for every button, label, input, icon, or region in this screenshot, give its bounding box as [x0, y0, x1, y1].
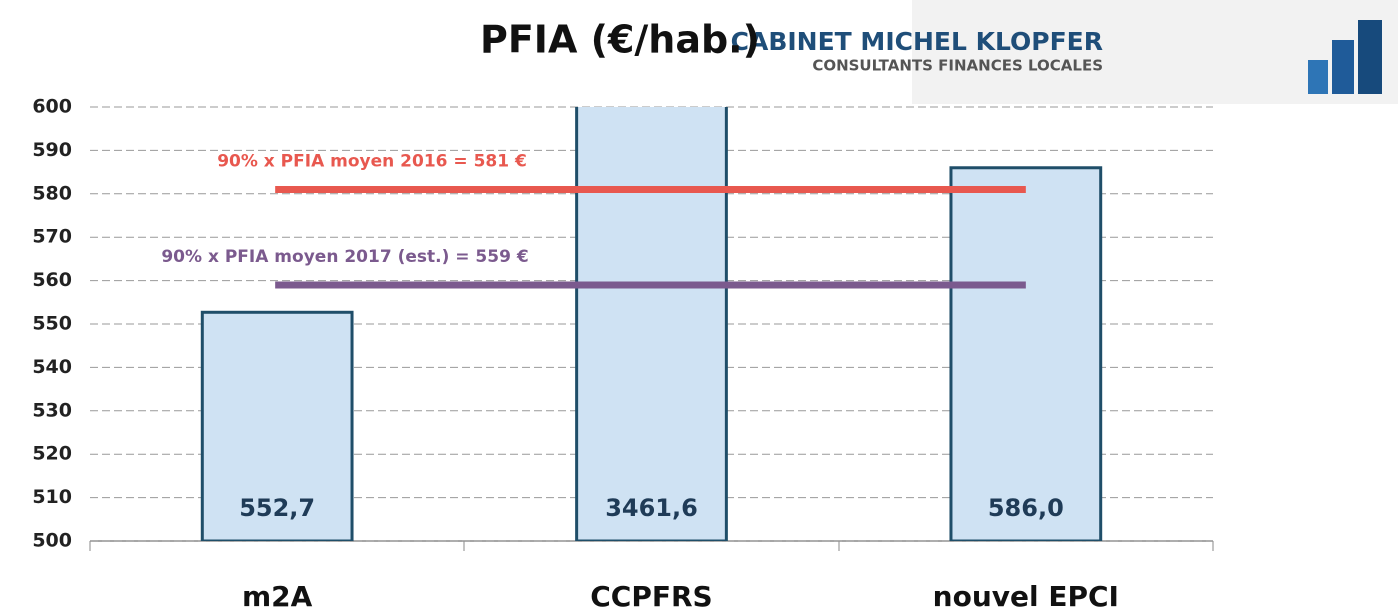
bar: [949, 166, 1103, 541]
y-tick-label: 570: [32, 226, 72, 248]
logo-line2: CONSULTANTS FINANCES LOCALES: [812, 57, 1103, 75]
value-label: 3461,6: [605, 494, 698, 522]
y-tick-label: 560: [32, 269, 72, 291]
reference-label: 90% x PFIA moyen 2017 (est.) = 559 €: [161, 247, 528, 267]
x-tick-label: m2A: [242, 580, 313, 613]
y-tick-label: 510: [32, 486, 72, 508]
x-tick-label: nouvel EPCI: [933, 580, 1119, 613]
reference-label: 90% x PFIA moyen 2016 = 581 €: [217, 151, 527, 171]
value-label: 586,0: [988, 494, 1064, 522]
logo-icon: [1308, 20, 1382, 94]
y-tick-label: 580: [32, 182, 72, 204]
y-tick-label: 540: [32, 356, 72, 378]
x-tick-label: CCPFRS: [590, 580, 712, 613]
y-tick-label: 600: [32, 96, 72, 118]
bar: [575, 107, 728, 541]
bar: [200, 310, 354, 541]
logo-line1: CABINET MICHEL KLOPFER: [731, 27, 1103, 56]
y-tick-label: 530: [32, 399, 72, 421]
y-tick-label: 550: [32, 313, 72, 335]
y-tick-label: 500: [32, 530, 72, 552]
y-tick-label: 590: [32, 139, 72, 161]
chart-title: PFIA (€/hab.): [480, 18, 760, 62]
value-label: 552,7: [239, 494, 315, 522]
y-tick-label: 520: [32, 443, 72, 465]
